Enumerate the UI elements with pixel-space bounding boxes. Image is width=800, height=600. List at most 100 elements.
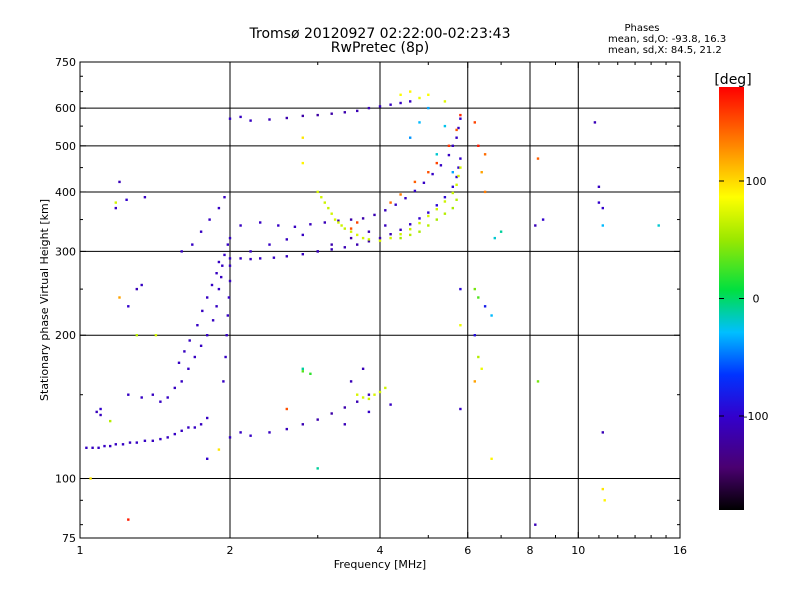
data-point [177, 361, 181, 364]
data-point [301, 367, 304, 370]
data-point [114, 206, 117, 210]
data-point [459, 113, 462, 117]
data-point [443, 200, 447, 203]
data-point [389, 201, 392, 204]
data-point [228, 257, 232, 260]
y-tick-label: 75 [62, 532, 76, 545]
data-point [272, 256, 276, 259]
data-point [125, 198, 128, 201]
phase-stats-box: Phases mean, sd,O: -93.8, 16.3 mean, sd,… [608, 23, 726, 56]
data-point [399, 193, 402, 196]
data-point [154, 334, 158, 337]
data-point [349, 227, 353, 230]
y-tick-label: 100 [55, 473, 76, 486]
data-point [455, 183, 458, 186]
x-tick-label: 10 [571, 544, 585, 557]
data-point [225, 334, 228, 337]
data-point [378, 239, 382, 242]
data-point [249, 434, 252, 437]
data-point [239, 115, 242, 119]
data-point [473, 380, 476, 383]
data-point [330, 248, 333, 251]
data-point [293, 225, 297, 228]
data-point [399, 93, 402, 96]
data-point [389, 403, 392, 406]
y-tick-label: 600 [55, 102, 76, 115]
data-point [199, 344, 203, 347]
chart-header: Tromsø 20120927 02:22:00-02:23:43 RwPret… [249, 26, 511, 56]
data-point [367, 230, 371, 233]
data-point [140, 283, 143, 287]
data-point [409, 223, 412, 226]
data-point [268, 118, 271, 121]
data-point [166, 436, 169, 439]
data-point [367, 397, 371, 401]
data-point [418, 221, 421, 225]
data-point [193, 426, 196, 429]
chart-title: Tromsø 20120927 02:22:00-02:23:43 [249, 26, 511, 42]
data-point [541, 218, 545, 221]
data-point [226, 314, 229, 317]
data-point [367, 393, 371, 396]
data-point [301, 114, 304, 118]
data-point [413, 180, 417, 184]
data-point [378, 236, 382, 240]
data-point [443, 212, 447, 215]
data-point [597, 201, 601, 204]
data-point [323, 221, 326, 224]
data-point [493, 236, 496, 240]
data-point [330, 412, 333, 415]
data-point [327, 206, 330, 210]
data-point [109, 419, 112, 423]
data-point [277, 224, 280, 227]
data-point [389, 103, 392, 106]
x-tick-label: 4 [377, 544, 384, 557]
data-point [316, 467, 319, 470]
data-point [85, 446, 88, 449]
grid [80, 62, 680, 538]
data-point [151, 393, 154, 396]
data-point [356, 221, 359, 224]
data-point [455, 175, 458, 179]
data-point [127, 393, 130, 396]
data-point [473, 121, 476, 124]
data-point [173, 386, 176, 390]
data-point [473, 334, 476, 337]
y-tick-label: 300 [55, 245, 76, 258]
data-point [657, 224, 660, 227]
data-point [285, 238, 288, 241]
data-point [367, 238, 371, 241]
data-point [399, 233, 402, 236]
data-point [378, 390, 382, 394]
data-point [477, 296, 480, 299]
data-point [337, 221, 340, 224]
data-point [384, 209, 387, 212]
data-point [330, 243, 333, 246]
data-point [330, 212, 333, 215]
data-point [180, 429, 183, 432]
data-point [228, 279, 232, 283]
data-point [427, 211, 430, 214]
data-point [223, 196, 226, 199]
data-point [340, 224, 343, 227]
data-point [316, 113, 319, 117]
data-point [343, 227, 346, 230]
data-point [413, 189, 417, 193]
data-point [399, 101, 402, 105]
data-point [389, 233, 392, 236]
data-point [228, 117, 232, 120]
data-point [399, 228, 402, 231]
data-point [399, 236, 402, 240]
data-point [443, 196, 447, 199]
data-point [121, 443, 125, 446]
data-point [343, 423, 346, 426]
data-point [309, 372, 312, 375]
data-point [534, 523, 537, 526]
data-point [140, 396, 143, 399]
data-point [409, 228, 412, 231]
phase-colorbar: [deg] 100 0 -100 [714, 72, 768, 510]
data-point [217, 448, 221, 451]
data-point [409, 136, 412, 139]
data-point [206, 334, 209, 337]
